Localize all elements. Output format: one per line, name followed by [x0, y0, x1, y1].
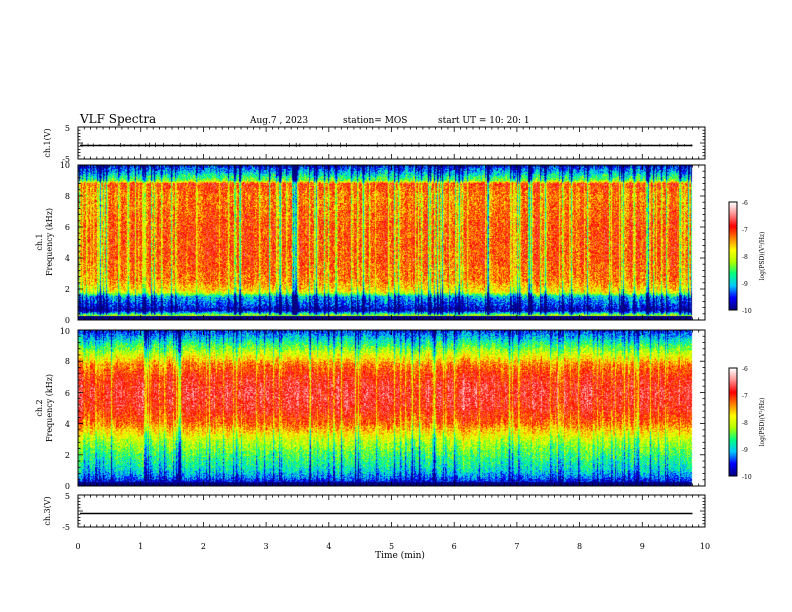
ch2-spectrogram-ytick-8: 8: [65, 357, 70, 366]
figure-title: VLF Spectra: [79, 112, 156, 126]
ch2-colorbar-gradient: [729, 368, 737, 476]
ch1-colorbar-tick-m6: -6: [742, 200, 748, 207]
ch2-colorbar-tick-m10: -10: [742, 474, 752, 481]
ch2-spectrogram-ytick-0: 0: [65, 482, 70, 491]
ch1-waveform-ticks: [77, 126, 706, 160]
x-tick-label-5: 5: [389, 542, 394, 551]
ch2-spectrogram-image: [78, 330, 705, 486]
ch2-colorbar-tick-m6: -6: [742, 366, 748, 373]
ch1-waveform-spikes: [81, 142, 692, 148]
ch1-colorbar-tick-m9: -9: [742, 281, 748, 288]
ch1-spectrogram-ytick-10: 10: [60, 161, 70, 170]
x-tick-label-0: 0: [75, 542, 80, 551]
ch2-colorbar-tick-m9: -9: [742, 447, 748, 454]
header-date: Aug.7 , 2023: [249, 116, 308, 126]
ch2-spectrogram-ytick-2: 2: [65, 451, 70, 460]
ch1-waveform-panel: 5 -5 ch.1(V): [43, 124, 706, 164]
ch2-colorbar-tick-m7: -7: [742, 393, 748, 400]
ch1-spectrogram-ytick-8: 8: [65, 192, 70, 201]
ch1-spectrogram-ytick-2: 2: [65, 285, 70, 294]
ch2-spectrogram-ytick-4: 4: [65, 420, 70, 429]
ch3-waveform-ticks: [77, 494, 706, 528]
x-tick-label-9: 9: [640, 542, 645, 551]
ch2-colorbar-label: log(PSD)(V²/Hz): [759, 398, 766, 447]
x-tick-label-6: 6: [452, 542, 457, 551]
ch1-spectrogram-ytick-4: 4: [65, 254, 70, 263]
ch3-waveform-ytick-top: 5: [65, 492, 70, 501]
ch1-spectrogram-ylabel-frequency: Frequency (kHz): [45, 208, 54, 276]
x-tick-label-10: 10: [700, 542, 710, 551]
ch1-colorbar-tick-m8: -8: [742, 254, 748, 261]
x-tick-label-1: 1: [138, 542, 143, 551]
ch2-spectrogram-panel: 0 2 4 6 8 10 ch.2 Frequency (kHz) -6 -7 …: [35, 327, 766, 491]
ch1-waveform-ylabel: ch.1(V): [43, 128, 52, 157]
ch1-colorbar-tick-m10: -10: [742, 308, 752, 315]
x-tick-label-4: 4: [326, 542, 331, 551]
ch2-spectrogram-ytick-10: 10: [60, 327, 70, 336]
ch1-colorbar-label: log(PSD)(V²/Hz): [759, 232, 766, 281]
x-axis-label: Time (min): [375, 550, 425, 561]
header-station: station= MOS: [343, 116, 407, 126]
header-start-ut: start UT = 10: 20: 1: [438, 116, 530, 126]
x-tick-label-8: 8: [577, 542, 582, 551]
ch3-waveform-ytick-bottom: -5: [62, 523, 70, 532]
ch1-colorbar-gradient: [729, 202, 737, 310]
ch1-waveform-ytick-top: 5: [65, 124, 70, 133]
x-tick-label-2: 2: [201, 542, 206, 551]
ch2-spectrogram-ticks: [77, 329, 706, 487]
x-tick-label-7: 7: [514, 542, 519, 551]
ch1-colorbar-frame: [728, 201, 738, 311]
ch1-waveform-ytick-bottom: -5: [62, 155, 70, 164]
ch2-spectrogram-ytick-6: 6: [65, 389, 70, 398]
ch2-spectrogram-ylabel-channel: ch.2: [35, 399, 44, 416]
ch1-colorbar-tick-m7: -7: [742, 227, 748, 234]
ch2-colorbar-tick-m8: -8: [742, 420, 748, 427]
ch1-spectrogram-ytick-6: 6: [65, 223, 70, 232]
ch1-spectrogram-panel: 0 2 4 6 8 10 ch.1 Frequency (kHz) -6 -7 …: [35, 161, 766, 325]
ch2-spectrogram-ylabel-frequency: Frequency (kHz): [45, 374, 54, 442]
ch2-colorbar-frame: [728, 367, 738, 477]
ch1-spectrogram-ticks: [77, 164, 706, 321]
ch3-waveform-ylabel: ch.3(V): [43, 496, 52, 525]
x-axis: 0 1 2 3 4 5 6 7 8 9 10 Time (min): [75, 542, 710, 561]
ch3-waveform-panel: 5 -5 ch.3(V): [43, 492, 706, 532]
ch1-spectrogram-ylabel-channel: ch.1: [35, 233, 44, 250]
ch1-spectrogram-image: [78, 165, 705, 320]
x-tick-label-3: 3: [264, 542, 269, 551]
ch1-spectrogram-ytick-0: 0: [65, 316, 70, 325]
